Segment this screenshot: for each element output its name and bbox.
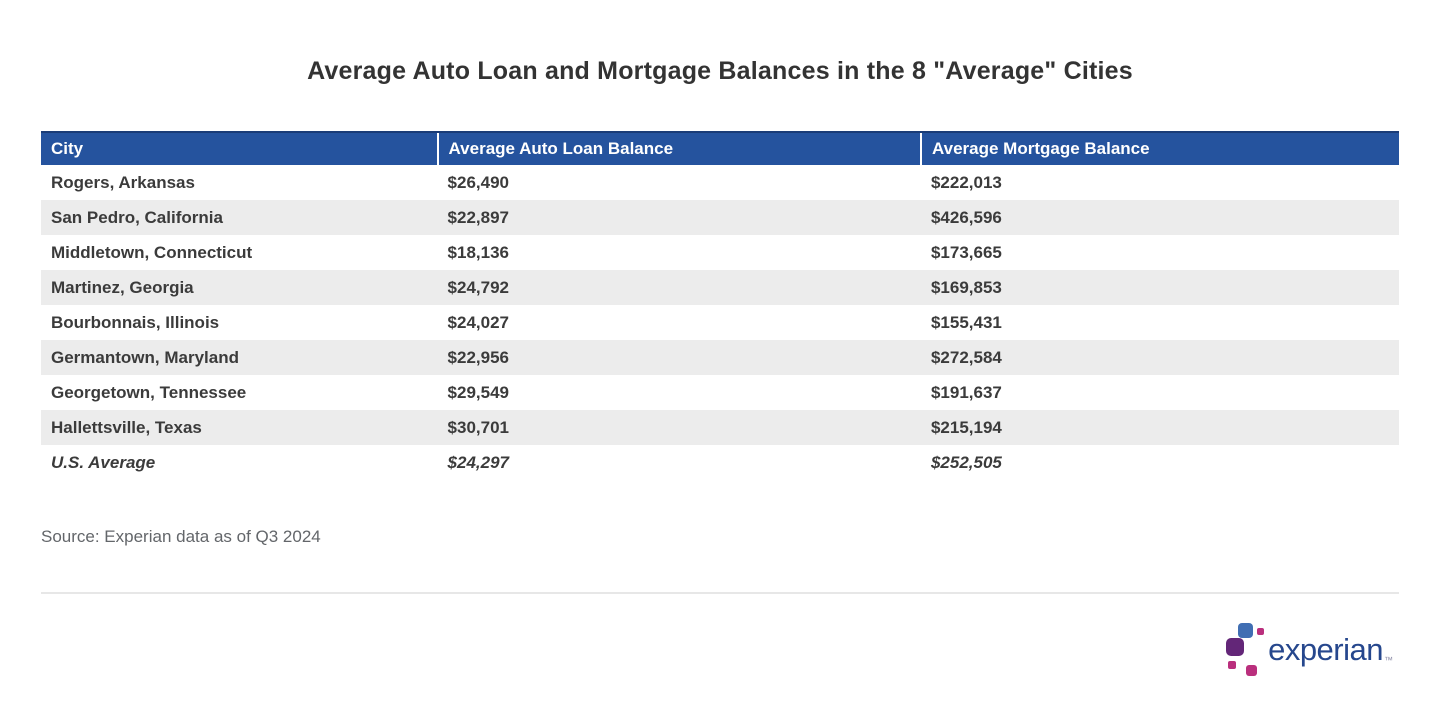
trademark-symbol: ™ <box>1384 655 1393 665</box>
auto-loan-balance-cell: $22,897 <box>447 207 509 227</box>
table-row: Middletown, Connecticut $18,136 $173,665 <box>41 235 1399 270</box>
experian-logo-icon <box>1226 622 1268 678</box>
balances-table: City Average Auto Loan Balance Average M… <box>41 131 1399 480</box>
table-row: U.S. Average $24,297 $252,505 <box>41 445 1399 480</box>
table-row: San Pedro, California $22,897 $426,596 <box>41 200 1399 235</box>
table-row: Bourbonnais, Illinois $24,027 $155,431 <box>41 305 1399 340</box>
mortgage-balance-cell: $426,596 <box>930 207 1002 227</box>
table-row: Martinez, Georgia $24,792 $169,853 <box>41 270 1399 305</box>
mortgage-balance-cell: $252,505 <box>930 452 1002 472</box>
auto-loan-balance-cell: $26,490 <box>447 172 509 192</box>
table-header-row: City Average Auto Loan Balance Average M… <box>41 131 1399 165</box>
auto-loan-balance-cell: $30,701 <box>447 417 509 437</box>
mortgage-balance-cell: $155,431 <box>930 312 1002 332</box>
city-cell: Bourbonnais, Illinois <box>51 312 220 332</box>
table-row: Georgetown, Tennessee $29,549 $191,637 <box>41 375 1399 410</box>
experian-logo: experian ™ <box>1226 622 1393 678</box>
logo-magenta-square-bottom-icon <box>1246 665 1258 676</box>
auto-loan-balance-cell: $24,297 <box>447 452 509 472</box>
city-cell: Georgetown, Tennessee <box>51 382 247 402</box>
mortgage-balance-cell: $272,584 <box>930 347 1002 367</box>
city-cell: U.S. Average <box>51 452 156 472</box>
divider <box>41 592 1399 594</box>
logo-purple-square-icon <box>1226 638 1245 656</box>
mortgage-balance-cell: $215,194 <box>930 417 1002 437</box>
source-note: Source: Experian data as of Q3 2024 <box>41 527 321 546</box>
column-header-mortgage-balance: Average Mortgage Balance <box>919 131 1399 165</box>
experian-logo-text: experian <box>1268 632 1383 667</box>
table-row: Rogers, Arkansas $26,490 $222,013 <box>41 165 1399 200</box>
auto-loan-balance-cell: $24,792 <box>447 277 509 297</box>
logo-pink-square-top-icon <box>1257 628 1265 635</box>
city-cell: Hallettsville, Texas <box>51 417 202 437</box>
table-row: Germantown, Maryland $22,956 $272,584 <box>41 340 1399 375</box>
city-cell: Martinez, Georgia <box>51 277 194 297</box>
page-title: Average Auto Loan and Mortgage Balances … <box>307 57 1133 85</box>
table-row: Hallettsville, Texas $30,701 $215,194 <box>41 410 1399 445</box>
auto-loan-balance-cell: $24,027 <box>447 312 509 332</box>
table-body: Rogers, Arkansas $26,490 $222,013 San Pedro… <box>41 165 1399 480</box>
auto-loan-balance-cell: $22,956 <box>447 347 509 367</box>
mortgage-balance-cell: $222,013 <box>930 172 1002 192</box>
city-cell: Rogers, Arkansas <box>51 172 195 192</box>
footer: experian ™ <box>41 622 1399 678</box>
table-header: City Average Auto Loan Balance Average M… <box>41 131 1399 165</box>
auto-loan-balance-cell: $29,549 <box>447 382 509 402</box>
city-cell: Middletown, Connecticut <box>51 242 253 262</box>
mortgage-balance-cell: $173,665 <box>930 242 1002 262</box>
mortgage-balance-cell: $169,853 <box>930 277 1002 297</box>
logo-blue-square-icon <box>1238 623 1254 638</box>
column-header-auto-loan-balance: Average Auto Loan Balance <box>436 131 921 165</box>
logo-pink-square-left-icon <box>1228 661 1237 669</box>
city-cell: Germantown, Maryland <box>51 347 239 367</box>
city-cell: San Pedro, California <box>51 207 223 227</box>
column-header-city: City <box>41 131 438 165</box>
mortgage-balance-cell: $191,637 <box>930 382 1002 402</box>
auto-loan-balance-cell: $18,136 <box>447 242 509 262</box>
